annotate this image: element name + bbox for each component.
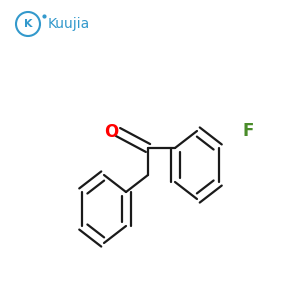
Text: Kuujia: Kuujia <box>48 17 90 31</box>
Text: K: K <box>24 19 32 29</box>
Text: F: F <box>243 122 254 140</box>
Text: O: O <box>104 123 118 141</box>
